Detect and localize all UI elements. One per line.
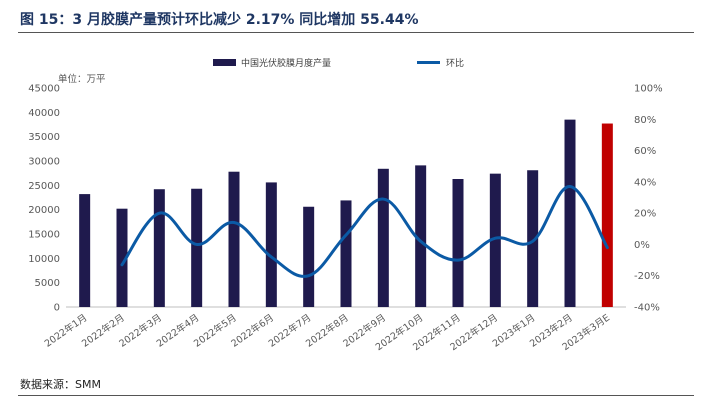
bar [228,171,240,307]
bar [265,182,277,307]
bar [527,170,539,307]
y-right-tick-label: 60% [634,146,656,157]
y-right-tick-label: -40% [634,303,660,314]
figure-title: 图 15：3 月胶膜产量预计环比减少 2.17% 同比增加 55.44% [20,12,419,28]
bar [116,208,128,307]
mom-line [120,185,609,278]
bottom-divider [18,395,694,396]
y-left-tick-label: 25000 [28,181,60,192]
bar [601,123,613,307]
chart-legend: 中国光伏胶膜月度产量 环比 [213,57,464,69]
y-left-tick-label: 15000 [28,230,60,241]
y-right-tick-label: 0% [634,240,650,251]
bar [452,179,464,307]
bar-series [79,119,613,307]
y-right-tick-label: 40% [634,177,656,188]
y-left-tick-label: 0 [54,303,60,314]
y-left-tick-label: 10000 [28,254,60,265]
y-axis-unit: 单位：万平 [58,73,106,85]
legend-line-label: 环比 [446,57,464,69]
y-right-tick-label: 100% [634,84,663,95]
bar [303,206,315,307]
y-left-tick-label: 40000 [28,108,60,119]
y-right-tick-label: -20% [634,271,660,282]
y-left-tick-label: 45000 [28,84,60,95]
line-series [120,185,609,278]
y-left-tick-label: 5000 [35,278,60,289]
bar [415,165,427,307]
bar [489,173,501,307]
bar [191,188,203,307]
bar [153,189,165,307]
y-right-tick-label: 80% [634,115,656,126]
y-left-tick-label: 30000 [28,157,60,168]
y-left-tick-label: 35000 [28,132,60,143]
bar [377,168,389,307]
title-divider [18,32,694,33]
y-right-tick-label: 20% [634,209,656,220]
bar [564,119,576,307]
bar [79,194,91,307]
bar [340,200,352,307]
y-left-tick-label: 20000 [28,205,60,216]
source-note: 数据来源：SMM [20,378,101,391]
legend-bar-label: 中国光伏胶膜月度产量 [241,57,331,69]
legend-bar-swatch [213,59,236,66]
